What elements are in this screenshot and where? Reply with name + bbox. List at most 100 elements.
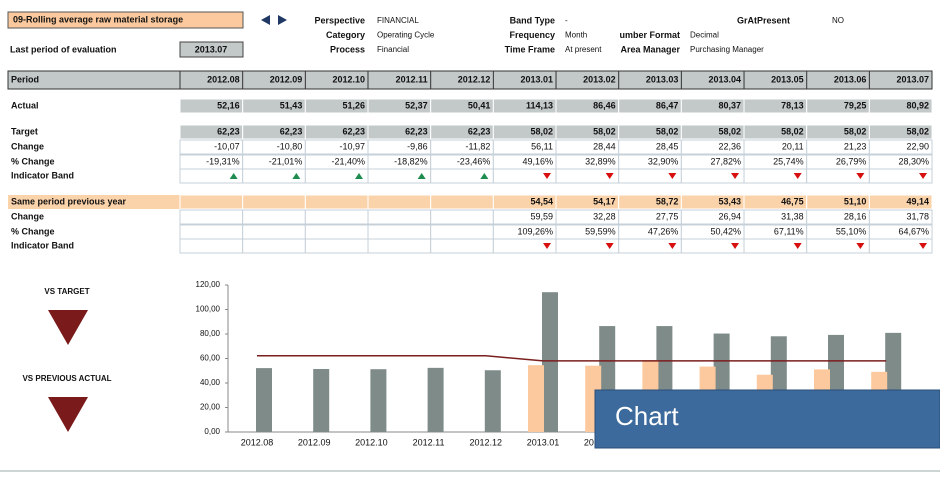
prev-arrow[interactable]: [261, 15, 270, 25]
cell-value: -10,07: [214, 141, 240, 151]
cell-value: -10,80: [277, 141, 303, 151]
vs-target-indicator: [48, 310, 88, 345]
field-label: Process: [330, 44, 365, 54]
x-tick-label: 2012.11: [413, 437, 445, 447]
overlay-box: [594, 389, 940, 449]
cell-value: 51,26: [342, 100, 365, 110]
cell-value: 25,74%: [773, 156, 804, 166]
cell: [868, 194, 933, 210]
cell-value: 28,16: [844, 211, 867, 221]
last-period-label: Last period of evaluation: [10, 44, 117, 54]
row-label: % Change: [11, 156, 55, 166]
cell: [868, 124, 933, 140]
period: 2012.12: [458, 74, 491, 84]
cell-value: 52,16: [217, 100, 240, 110]
cell-value: 62,23: [217, 126, 240, 136]
indicator-up: [417, 173, 426, 179]
overlay-label: Chart: [615, 401, 679, 431]
indicator-down: [856, 173, 865, 179]
y-tick-label: 20,00: [200, 403, 221, 412]
row-label: Same period previous year: [11, 196, 127, 206]
cell-value: 67,11%: [774, 226, 804, 236]
bar: [542, 292, 558, 432]
cell: [868, 139, 933, 155]
cell-value: 22,36: [718, 141, 741, 151]
cell-value: 58,02: [530, 126, 553, 136]
cell-value: 51,43: [280, 100, 303, 110]
row-label: Actual: [11, 100, 39, 110]
cell-value: 50,42%: [710, 226, 741, 236]
next-arrow[interactable]: [278, 15, 287, 25]
indicator-down: [605, 173, 614, 179]
indicator-up: [292, 173, 301, 179]
y-tick-label: 60,00: [200, 354, 221, 363]
bar: [528, 365, 544, 432]
cell-value: 86,46: [593, 100, 616, 110]
cell-value: -11,82: [465, 141, 490, 151]
bar: [370, 369, 387, 432]
cell-value: 56,11: [531, 141, 553, 151]
cell-value: 62,23: [280, 126, 303, 136]
cell-value: 49,14: [907, 196, 930, 206]
period: 2013.02: [583, 74, 616, 84]
cell: [367, 209, 432, 225]
period: 2013.04: [708, 74, 741, 84]
x-tick-label: 2012.09: [298, 437, 331, 447]
indicator-up: [480, 173, 489, 179]
cell-value: 58,02: [781, 126, 804, 136]
row-label: Change: [11, 141, 44, 151]
cell-value: -19,31%: [206, 156, 240, 166]
indicator-down: [731, 243, 740, 249]
field-label: Area Manager: [620, 44, 680, 54]
period: 2013.07: [896, 74, 929, 84]
cell-value: 51,10: [844, 196, 867, 206]
cell-value: 58,02: [718, 126, 741, 136]
period: 2012.11: [396, 74, 428, 84]
cell-value: 28,30%: [899, 156, 930, 166]
field-label: umber Format: [619, 30, 680, 40]
cell-value: -21,01%: [269, 156, 303, 166]
indicator-down: [731, 173, 740, 179]
period: 2013.05: [771, 74, 804, 84]
cell-value: 79,25: [844, 100, 867, 110]
cell: [179, 194, 244, 210]
period: 2013.01: [520, 74, 553, 84]
period: 2012.10: [332, 74, 365, 84]
cell-value: 31,38: [781, 211, 804, 221]
bar: [313, 368, 330, 432]
period: 2012.08: [207, 74, 240, 84]
last-period: 2013.07: [195, 44, 228, 54]
cell: [868, 98, 933, 114]
field-value: Financial: [377, 45, 409, 54]
field-value: Decimal: [690, 31, 719, 40]
cell: [367, 238, 432, 254]
cell: [179, 209, 244, 225]
x-tick-label: 2012.10: [355, 437, 388, 447]
field-value: -: [565, 16, 568, 25]
indicator-down: [668, 243, 677, 249]
cell-value: 32,90%: [648, 156, 679, 166]
field-label: Perspective: [314, 15, 365, 25]
indicator-down: [793, 173, 802, 179]
vs-previous: VS PREVIOUS ACTUAL: [22, 374, 111, 383]
cell-value: 50,41: [468, 100, 491, 110]
field-value: FINANCIAL: [377, 16, 419, 25]
vs-previous-indicator: [48, 397, 88, 432]
cell: [430, 224, 494, 240]
y-tick-label: 0,00: [204, 427, 220, 436]
cell: [242, 209, 306, 225]
cell-value: 47,26%: [648, 226, 679, 236]
cell-value: 27,82%: [710, 156, 741, 166]
cell: [242, 224, 306, 240]
cell-value: 59,59%: [585, 226, 616, 236]
cell-value: 32,28: [593, 211, 616, 221]
cell-value: 58,02: [844, 126, 867, 136]
period: 2012.09: [270, 74, 303, 84]
cell-value: -21,40%: [331, 156, 365, 166]
cell-value: 26,79%: [836, 156, 867, 166]
header-label: Period: [11, 74, 39, 84]
cell-value: 64,67%: [899, 226, 930, 236]
bar: [427, 367, 444, 432]
last-period-box: [179, 41, 244, 58]
row-label: Target: [11, 126, 38, 136]
